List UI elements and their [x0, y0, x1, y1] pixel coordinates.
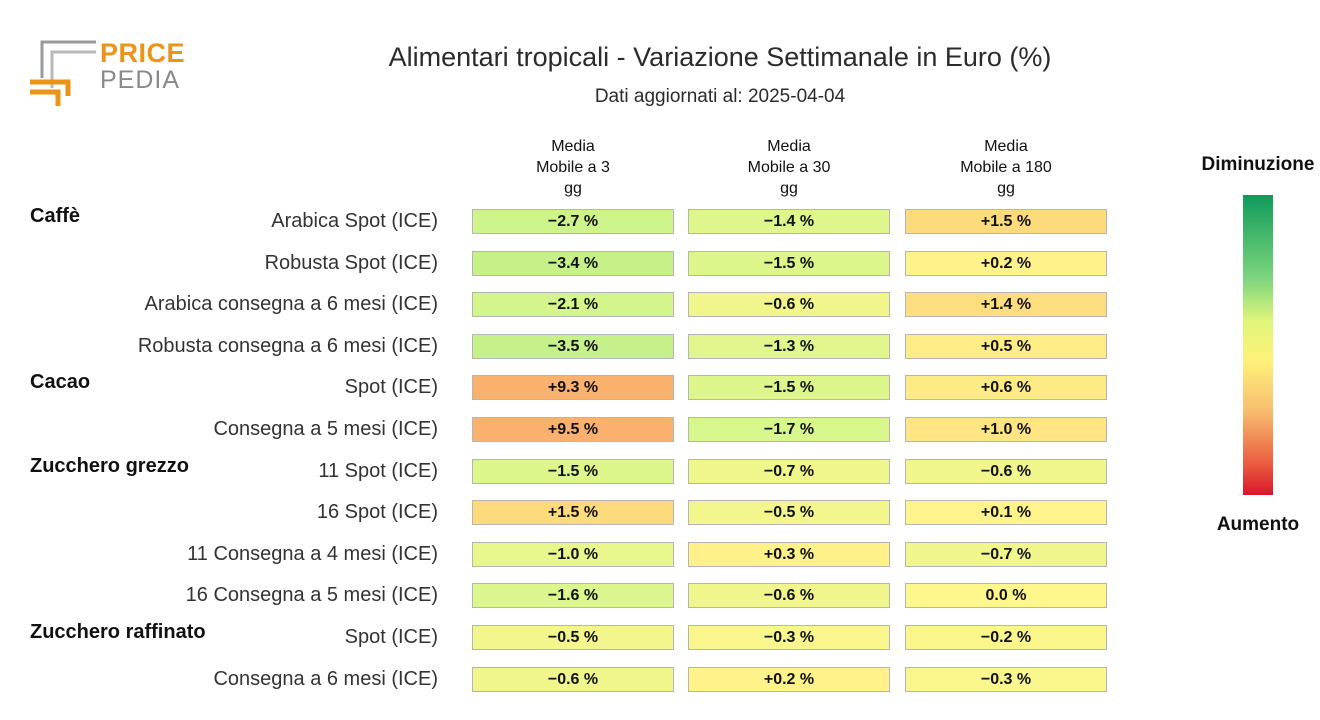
column-header-line: gg [564, 180, 582, 197]
heatmap-cell: +1.4 % [905, 292, 1107, 318]
heatmap-cell: +9.3 % [472, 375, 674, 401]
row-label: 16 Consegna a 5 mesi (ICE) [185, 584, 438, 607]
row-label: Arabica Spot (ICE) [271, 210, 438, 232]
legend-top-label: Diminuzione [1201, 154, 1315, 175]
row-label: 11 Spot (ICE) [318, 459, 438, 482]
heatmap-cell: +9.5 % [472, 417, 674, 442]
heatmap-cell: +0.1 % [905, 500, 1107, 526]
heatmap-cell: +0.6 % [905, 375, 1107, 401]
heatmap-cell: −3.5 % [472, 333, 674, 359]
column-header-line: gg [997, 180, 1015, 197]
heatmap-cell: −1.3 % [688, 333, 890, 359]
heatmap-cell: −2.7 % [472, 209, 674, 234]
heatmap-cell: −1.0 % [472, 541, 674, 567]
heatmap-cell: −0.5 % [472, 625, 674, 650]
chart-subtitle: Dati aggiornati al: 2025-04-04 [594, 86, 846, 107]
logo-text-price: PRICE [100, 38, 186, 68]
pricepedia-logo: PRICE PEDIA [30, 38, 190, 110]
heatmap-cell: −3.4 % [472, 250, 674, 276]
group-label: Caffè [30, 205, 81, 227]
column-header: Media Mobile a 30 gg [688, 136, 890, 199]
heatmap-cell: −0.5 % [688, 500, 890, 526]
legend-color-scale [1243, 195, 1273, 495]
row-label: Consegna a 5 mesi (ICE) [213, 418, 438, 440]
heatmap-cell: −1.7 % [688, 417, 890, 442]
logo-mark-icon [30, 40, 96, 106]
group-label: Zucchero raffinato [30, 621, 206, 643]
heatmap-cell: −1.5 % [472, 458, 674, 484]
heatmap-cell: +0.2 % [688, 666, 890, 692]
heatmap-cell: −0.6 % [472, 666, 674, 692]
logo-text-pedia: PEDIA [100, 66, 181, 94]
heatmap-cell: −0.7 % [905, 541, 1107, 567]
legend-bottom-label: Aumento [1216, 514, 1300, 535]
heatmap-cell: +1.0 % [905, 417, 1107, 442]
column-header-line: gg [780, 180, 798, 197]
heatmap-cell: −1.5 % [688, 375, 890, 401]
row-label: Spot (ICE) [344, 376, 438, 399]
heatmap-cell: +1.5 % [472, 500, 674, 526]
row-label: 16 Spot (ICE) [316, 501, 438, 524]
column-header: Media Mobile a 180 gg [905, 136, 1107, 199]
column-header-line: Media [551, 138, 595, 155]
column-header-line: Mobile a 180 [960, 159, 1052, 176]
heatmap-cell: −0.6 % [688, 292, 890, 318]
column-header-line: Mobile a 3 [536, 159, 610, 176]
row-label: Robusta Spot (ICE) [264, 251, 438, 274]
heatmap-cell: −0.3 % [688, 625, 890, 650]
heatmap-cell: −1.6 % [472, 583, 674, 609]
heatmap-cell: −1.4 % [688, 209, 890, 234]
column-header-line: Mobile a 30 [747, 159, 831, 176]
heatmap-cell: −0.7 % [688, 458, 890, 484]
row-label: Arabica consegna a 6 mesi (ICE) [144, 293, 438, 316]
column-header: Media Mobile a 3 gg [472, 136, 674, 199]
heatmap-cell: +0.3 % [688, 541, 890, 567]
row-label: Consegna a 6 mesi (ICE) [213, 667, 438, 690]
heatmap-cell: +1.5 % [905, 209, 1107, 234]
heatmap-cell: −0.6 % [688, 583, 890, 609]
chart-title: Alimentari tropicali - Variazione Settim… [388, 42, 1052, 72]
group-label: Zucchero grezzo [30, 454, 189, 477]
row-label: Robusta consegna a 6 mesi (ICE) [137, 334, 438, 357]
heatmap-cell: +0.2 % [905, 250, 1107, 276]
heatmap-cell: −0.2 % [905, 625, 1107, 650]
heatmap-cell: +0.5 % [905, 333, 1107, 359]
heatmap-cell: 0.0 % [905, 583, 1107, 609]
row-label: Spot (ICE) [344, 626, 438, 648]
group-label: Cacao [30, 371, 91, 394]
heatmap-cell: −0.3 % [905, 666, 1107, 692]
heatmap-cell: −0.6 % [905, 458, 1107, 484]
heatmap-cell: −1.5 % [688, 250, 890, 276]
heatmap-cell: −2.1 % [472, 292, 674, 318]
row-label: 11 Consegna a 4 mesi (ICE) [187, 542, 438, 565]
column-header-line: Media [984, 138, 1028, 155]
column-header-line: Media [767, 138, 811, 155]
